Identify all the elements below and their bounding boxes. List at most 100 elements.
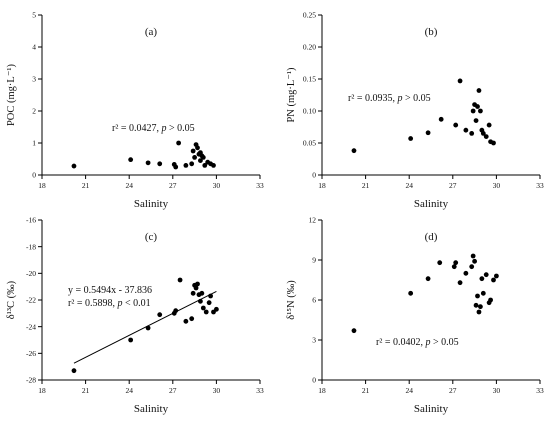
data-point	[176, 140, 182, 146]
data-point	[189, 161, 195, 167]
x-tick-label: 30	[213, 386, 221, 395]
stat-annotation: r² = 0.0427, p > 0.05	[112, 123, 195, 134]
data-point	[472, 258, 477, 264]
x-tick-label: 18	[318, 181, 326, 190]
data-point	[71, 163, 77, 169]
x-tick-label: 18	[318, 386, 326, 395]
data-point	[211, 163, 216, 168]
data-point	[469, 264, 475, 270]
axes-frame	[41, 15, 260, 176]
y-tick-label: 0	[32, 171, 36, 180]
y-axis-label: δ¹⁵N (‰)	[286, 280, 297, 320]
x-tick-label: 21	[82, 181, 90, 190]
data-point	[491, 140, 496, 146]
y-tick-label: 4	[32, 43, 36, 52]
data-point	[198, 158, 203, 164]
data-point	[408, 290, 414, 296]
y-tick-label: -26	[26, 349, 36, 358]
stat-annotation: r² = 0.0935, p > 0.05	[348, 93, 431, 104]
data-point	[199, 290, 205, 296]
x-tick-label: 33	[256, 181, 264, 190]
data-point	[200, 305, 206, 311]
y-tick-label: 6	[312, 296, 316, 305]
data-point	[480, 290, 486, 296]
y-tick-label: 0	[312, 376, 316, 385]
stat-annotation: y = 0.5494x - 37.836	[68, 285, 152, 296]
x-tick-label: 27	[169, 181, 177, 190]
data-point	[145, 160, 151, 166]
y-tick-label: 0.05	[303, 139, 316, 148]
data-point	[476, 88, 482, 93]
y-tick-label: -28	[26, 376, 36, 385]
data-point	[438, 116, 444, 122]
y-tick-label: 0	[312, 171, 316, 180]
data-point	[200, 155, 206, 160]
x-tick-label: 18	[38, 386, 46, 395]
data-point	[463, 127, 469, 133]
y-tick-label: 0.15	[303, 75, 316, 84]
x-tick-label: 33	[256, 386, 264, 395]
x-tick-label: 21	[362, 386, 370, 395]
data-point	[475, 104, 480, 109]
data-point	[173, 308, 179, 314]
data-point	[453, 260, 459, 266]
data-point	[183, 163, 189, 168]
data-point	[486, 122, 492, 128]
data-point	[463, 270, 469, 276]
x-tick-label: 24	[125, 386, 133, 395]
data-point	[457, 280, 463, 286]
data-point	[183, 318, 189, 324]
data-point	[491, 277, 496, 283]
data-point	[469, 131, 475, 136]
data-point	[351, 148, 357, 154]
data-point	[478, 304, 483, 310]
y-tick-label: -22	[26, 296, 36, 305]
x-axis-label: Salinity	[134, 403, 169, 415]
y-tick-label: -20	[26, 269, 36, 278]
data-point	[451, 264, 457, 270]
data-point	[203, 309, 209, 315]
x-tick-label: 27	[169, 386, 177, 395]
x-tick-label: 30	[213, 181, 221, 190]
y-tick-label: 2	[32, 107, 36, 116]
data-point	[479, 276, 485, 282]
x-tick-label: 24	[125, 181, 133, 190]
data-point	[408, 136, 414, 141]
data-point	[473, 302, 479, 308]
data-point	[206, 300, 212, 306]
data-point	[195, 145, 200, 151]
data-point	[192, 155, 198, 160]
data-point	[128, 337, 134, 343]
x-tick-label: 24	[405, 181, 413, 190]
panel-a: 18 21 24 27 30 33 0 1 2 3 4 5 Salinity POC (mg·L⁻¹) (a…	[6, 11, 264, 210]
data-point	[214, 306, 219, 312]
y-tick-label: 12	[309, 216, 317, 225]
data-point	[453, 122, 459, 128]
panel-c: 18 21 24 27 30 33 -28 -26 -24 -22 -20 -18 -16 Salinit…	[6, 216, 264, 415]
y-tick-label: 9	[312, 256, 316, 265]
x-tick-label: 27	[449, 181, 457, 190]
data-point	[475, 293, 480, 299]
x-axis-label: Salinity	[414, 198, 449, 210]
data-point	[488, 297, 493, 303]
data-point	[480, 131, 486, 136]
y-tick-label: 0.10	[303, 107, 316, 116]
y-tick-label: -24	[26, 322, 36, 331]
x-tick-label: 18	[38, 181, 46, 190]
panel-b: 18 21 24 27 30 33 0 0.05 0.10 0.15 0.20 0.25 Salinit…	[286, 11, 544, 210]
panel-label: (d)	[425, 231, 438, 243]
data-point	[195, 281, 200, 287]
data-point	[157, 312, 163, 318]
panel-label: (b)	[425, 26, 438, 38]
data-point	[476, 309, 482, 315]
data-point	[470, 108, 476, 114]
y-axis-label: POC (mg·L⁻¹)	[6, 63, 17, 126]
x-tick-label: 27	[449, 386, 457, 395]
data-point	[202, 163, 208, 168]
y-axis-label: δ¹³C (‰)	[6, 280, 17, 319]
data-point	[157, 161, 163, 167]
data-point	[173, 164, 179, 170]
data-point	[425, 130, 431, 136]
x-tick-label: 33	[536, 386, 544, 395]
